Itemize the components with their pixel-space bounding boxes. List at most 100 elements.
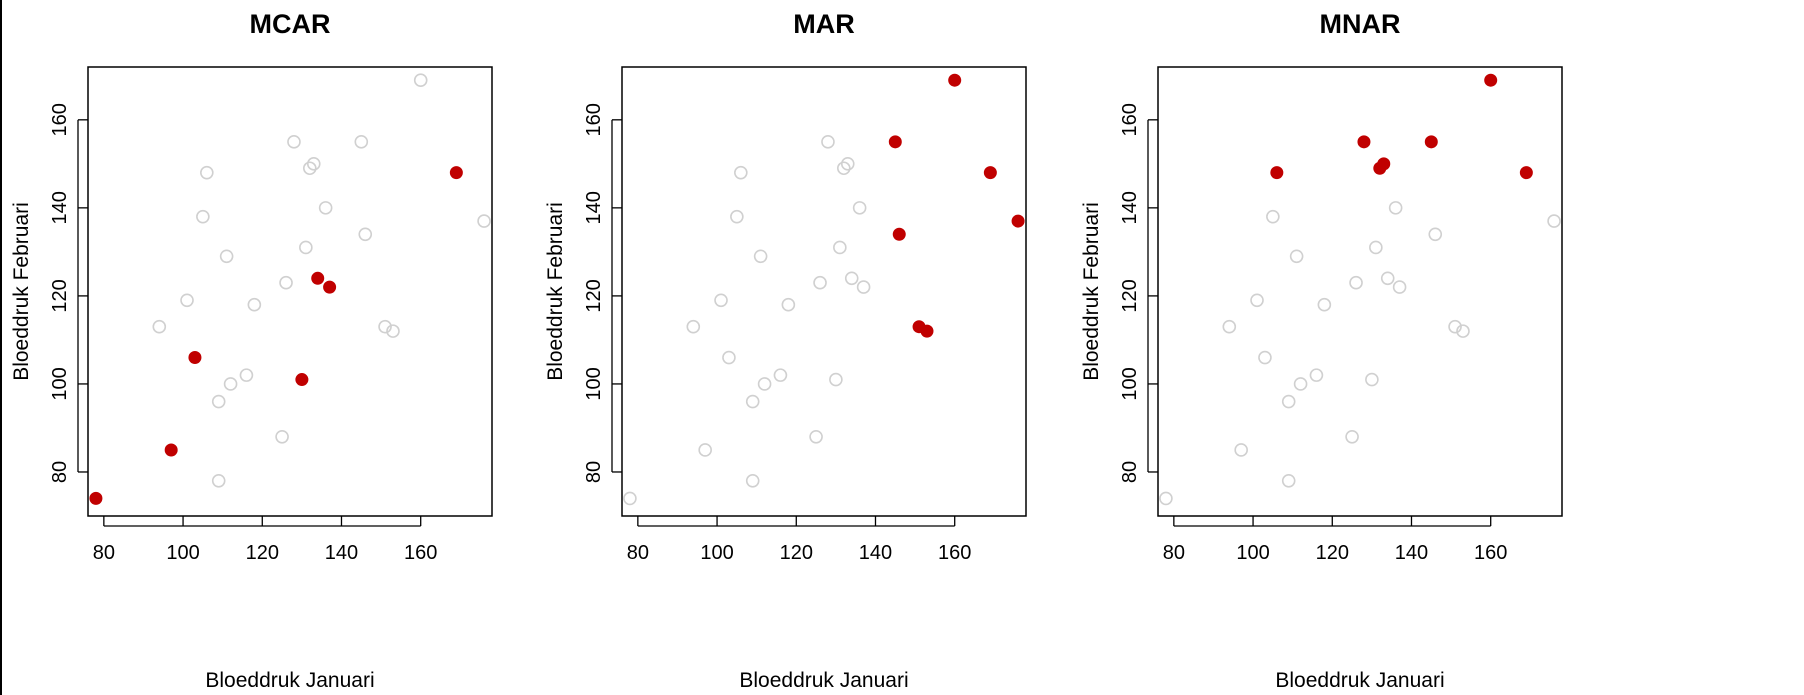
observed-data-point xyxy=(833,240,847,255)
observed-data-point xyxy=(303,161,317,176)
observed-data-point xyxy=(1281,473,1296,488)
y-tick-label: 80 xyxy=(49,461,71,483)
observed-data-point xyxy=(211,473,226,488)
observed-data-point xyxy=(829,372,843,387)
x-tick-label: 160 xyxy=(938,542,971,564)
observed-data-point xyxy=(773,368,788,382)
missing-data-point xyxy=(1270,166,1284,180)
missing-data-point xyxy=(892,227,906,241)
x-tick-label: 100 xyxy=(166,542,199,564)
panel-title: MNAR xyxy=(1320,9,1401,39)
observed-data-point xyxy=(686,319,701,334)
y-tick-label: 100 xyxy=(49,367,71,400)
x-axis-label: Bloeddruk Januari xyxy=(1275,669,1444,692)
x-tick-label: 100 xyxy=(700,542,733,564)
observed-data-point xyxy=(1456,324,1470,338)
y-tick-label: 160 xyxy=(49,103,71,136)
observed-data-point xyxy=(852,201,867,215)
missing-data-point xyxy=(888,135,902,149)
observed-data-point xyxy=(211,394,226,409)
observed-data-point xyxy=(722,350,736,365)
panel-mcar: MCAR 80 100 120 140 160 80 100 120 140 160 Bloeddru… xyxy=(10,9,493,692)
y-tick-label: 120 xyxy=(49,279,71,312)
observed-data-point xyxy=(623,491,637,506)
observed-data-point xyxy=(287,135,301,149)
observed-data-point xyxy=(837,161,851,176)
observed-data-point xyxy=(354,135,369,149)
observed-data-point xyxy=(386,324,400,338)
observed-data-point xyxy=(1392,280,1407,294)
observed-data-point xyxy=(1380,271,1395,286)
observed-data-point xyxy=(753,249,768,264)
missing-data-point xyxy=(920,324,934,338)
observed-data-point xyxy=(1159,491,1173,506)
observed-data-point xyxy=(734,165,748,180)
observed-data-point xyxy=(413,73,428,88)
observed-data-point xyxy=(1317,297,1332,312)
y-axis-label: Bloeddruk Februari xyxy=(10,202,33,381)
plot-frame xyxy=(87,66,493,517)
observed-data-point xyxy=(239,368,254,382)
observed-data-point xyxy=(299,240,313,255)
observed-data-point xyxy=(247,297,262,312)
left-border-line xyxy=(0,0,2,695)
observed-data-point xyxy=(152,319,167,334)
panel-title: MCAR xyxy=(250,9,331,39)
observed-data-point xyxy=(844,271,859,286)
observed-data-point xyxy=(1258,350,1272,365)
panel-mnar: MNAR 80 100 120 140 160 80 100 120 140 160 Bloeddru… xyxy=(1080,9,1563,692)
x-tick-label: 160 xyxy=(404,542,437,564)
missing-data-point xyxy=(188,351,202,365)
observed-data-point xyxy=(1293,377,1308,391)
observed-data-point xyxy=(200,165,214,180)
observed-data-point xyxy=(1448,319,1462,334)
observed-data-point xyxy=(1369,240,1383,255)
plot-frame xyxy=(1157,66,1563,517)
panel-title: MAR xyxy=(793,9,855,39)
missing-data-point xyxy=(164,443,178,457)
y-tick-label: 140 xyxy=(1119,191,1141,224)
y-tick-label: 100 xyxy=(1119,367,1141,400)
observed-data-point xyxy=(477,214,491,228)
x-tick-label: 120 xyxy=(246,542,279,564)
missing-data-point xyxy=(1377,157,1391,171)
observed-data-point xyxy=(745,473,760,488)
observed-data-point xyxy=(1345,429,1359,444)
x-tick-label: 120 xyxy=(780,542,813,564)
observed-data-point xyxy=(1309,368,1324,382)
x-tick-label: 80 xyxy=(93,542,115,564)
y-tick-label: 140 xyxy=(49,191,71,224)
observed-data-point xyxy=(1289,249,1304,264)
observed-data-point xyxy=(1250,293,1264,308)
observed-data-point xyxy=(698,443,712,457)
missing-data-point xyxy=(1357,135,1371,149)
observed-data-point xyxy=(1281,394,1296,409)
observed-data-point xyxy=(714,293,728,308)
observed-data-point xyxy=(1266,209,1280,224)
missing-data-point xyxy=(983,166,997,180)
y-tick-label: 100 xyxy=(583,367,605,400)
observed-data-point xyxy=(1222,319,1237,334)
observed-data-point xyxy=(196,209,210,224)
x-tick-label: 140 xyxy=(325,542,358,564)
observed-data-point xyxy=(1234,443,1248,457)
x-tick-label: 100 xyxy=(1236,542,1269,564)
observed-data-point xyxy=(318,201,333,215)
observed-data-point xyxy=(821,135,835,149)
missing-data-point xyxy=(449,166,463,180)
y-tick-label: 160 xyxy=(1119,103,1141,136)
observed-data-point xyxy=(757,377,772,391)
y-axis-label: Bloeddruk Februari xyxy=(1080,202,1103,381)
y-tick-label: 140 xyxy=(583,191,605,224)
observed-data-point xyxy=(813,275,827,290)
missing-data-point xyxy=(948,73,962,87)
missing-data-point xyxy=(323,280,337,294)
x-axis-label: Bloeddruk Januari xyxy=(205,669,374,692)
observed-data-point xyxy=(840,157,855,171)
observed-data-point xyxy=(219,249,234,264)
missing-data-point xyxy=(1011,214,1025,228)
panel-mar: MAR 80 100 120 140 160 80 100 120 140 160 Bloeddruk… xyxy=(544,9,1027,692)
observed-data-point xyxy=(279,275,293,290)
observed-data-point xyxy=(180,293,194,308)
